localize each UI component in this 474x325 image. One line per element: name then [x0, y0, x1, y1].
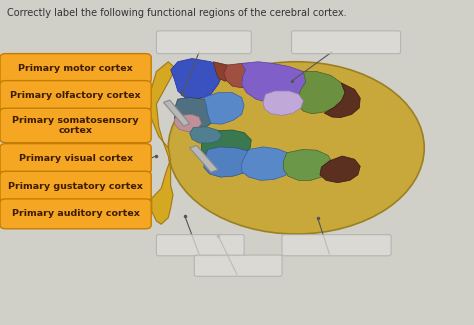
Text: Primary visual cortex: Primary visual cortex [18, 154, 133, 163]
FancyBboxPatch shape [0, 144, 151, 174]
Polygon shape [190, 127, 222, 143]
FancyBboxPatch shape [292, 31, 401, 54]
Text: Correctly label the following functional regions of the cerebral cortex.: Correctly label the following functional… [7, 8, 347, 18]
Polygon shape [171, 58, 223, 99]
Polygon shape [213, 62, 236, 81]
Polygon shape [174, 98, 216, 131]
Polygon shape [151, 62, 175, 224]
Polygon shape [201, 130, 251, 159]
Polygon shape [320, 156, 360, 183]
FancyBboxPatch shape [71, 162, 142, 183]
FancyBboxPatch shape [0, 199, 151, 229]
Polygon shape [324, 83, 360, 118]
FancyBboxPatch shape [0, 81, 151, 110]
Polygon shape [204, 93, 244, 124]
Polygon shape [242, 62, 310, 102]
Polygon shape [204, 147, 254, 177]
Text: Primary motor cortex: Primary motor cortex [18, 64, 133, 73]
Polygon shape [298, 72, 345, 114]
FancyBboxPatch shape [156, 31, 251, 54]
FancyBboxPatch shape [0, 108, 151, 143]
FancyBboxPatch shape [0, 171, 151, 201]
Polygon shape [263, 91, 303, 115]
Text: Primary gustatory cortex: Primary gustatory cortex [8, 182, 143, 191]
Text: Primary olfactory cortex: Primary olfactory cortex [10, 91, 141, 100]
Polygon shape [174, 114, 201, 132]
Polygon shape [164, 100, 190, 126]
Polygon shape [283, 150, 333, 180]
FancyBboxPatch shape [0, 54, 151, 84]
FancyBboxPatch shape [156, 235, 244, 256]
FancyBboxPatch shape [282, 235, 391, 256]
Polygon shape [224, 63, 261, 88]
Polygon shape [190, 146, 218, 172]
FancyBboxPatch shape [194, 255, 282, 276]
Text: Primary somatosensory
cortex: Primary somatosensory cortex [12, 116, 139, 135]
Ellipse shape [168, 62, 424, 234]
Text: Primary auditory cortex: Primary auditory cortex [12, 209, 139, 218]
Polygon shape [242, 147, 295, 180]
